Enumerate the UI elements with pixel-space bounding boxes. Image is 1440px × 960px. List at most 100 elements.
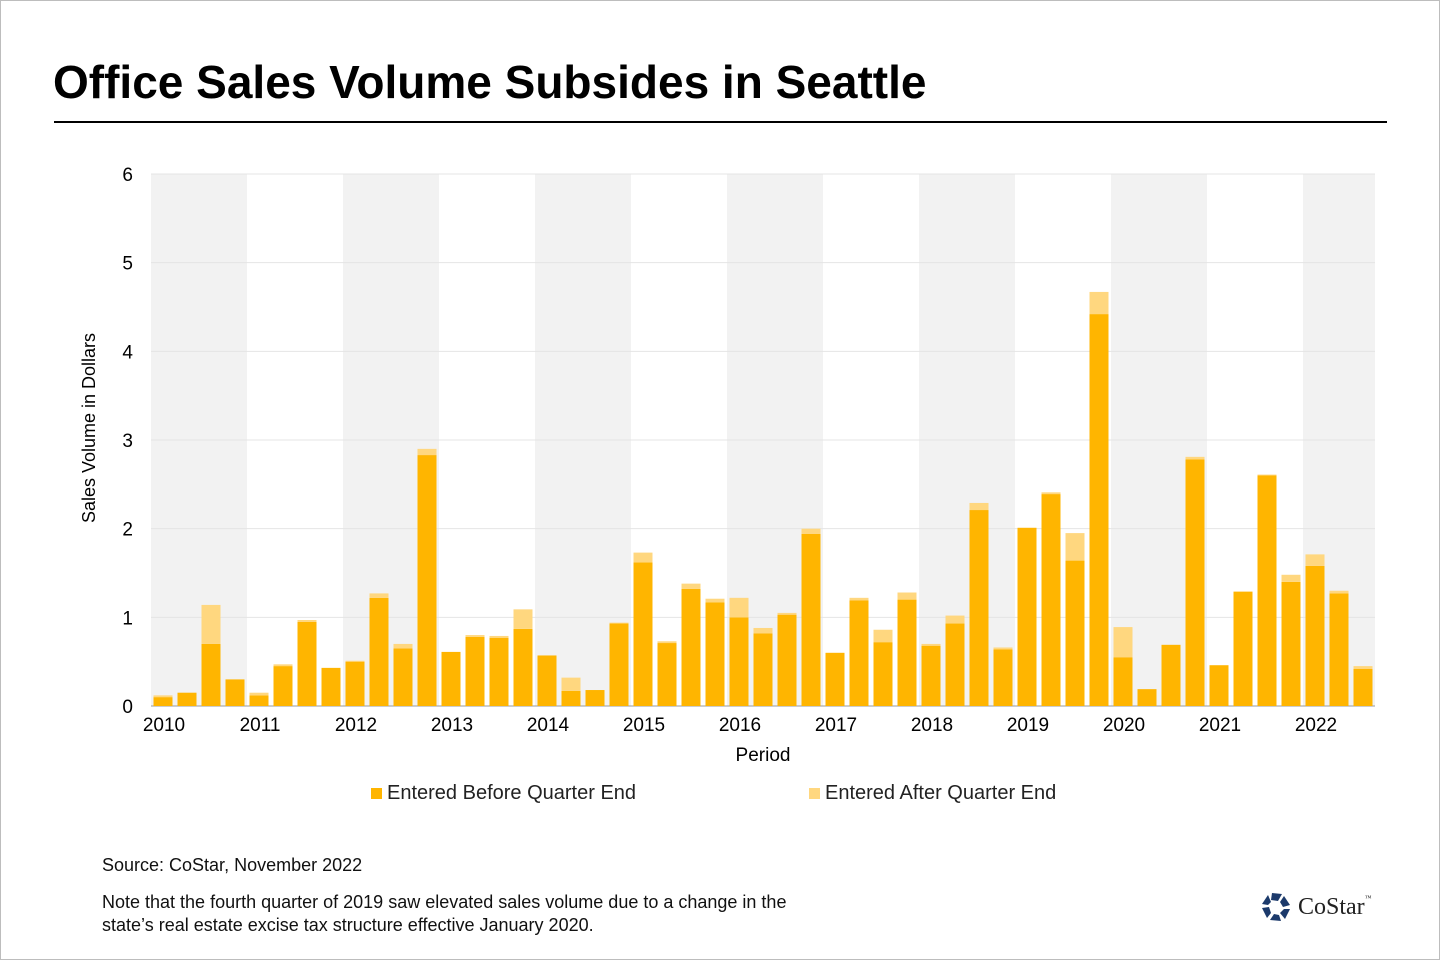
bar-before-quarter-end <box>1329 593 1349 706</box>
bar-after-quarter-end <box>609 622 629 624</box>
y-tick-label: 3 <box>122 431 133 452</box>
bar-before-quarter-end <box>513 628 533 706</box>
chart-title: Office Sales Volume Subsides in Seattle <box>53 56 927 108</box>
bar-before-quarter-end <box>585 690 605 706</box>
bar-before-quarter-end <box>633 562 653 706</box>
bar-before-quarter-end <box>609 623 629 706</box>
bar-before-quarter-end <box>1281 581 1301 706</box>
bar-before-quarter-end <box>153 697 173 706</box>
bar-after-quarter-end <box>849 597 869 601</box>
x-tick-label: 2011 <box>240 715 281 736</box>
bar-before-quarter-end <box>681 588 701 706</box>
bar-before-quarter-end <box>777 614 797 706</box>
bar-after-quarter-end <box>1065 533 1085 561</box>
bar-before-quarter-end <box>345 661 365 706</box>
bar-after-quarter-end <box>273 664 293 667</box>
bar-before-quarter-end <box>393 648 413 706</box>
logo-wordmark: CoStar <box>1298 893 1365 920</box>
bar-after-quarter-end <box>393 643 413 649</box>
bar-after-quarter-end <box>657 641 677 644</box>
bar-before-quarter-end <box>273 666 293 706</box>
bar-before-quarter-end <box>873 642 893 706</box>
bar-after-quarter-end <box>801 528 821 534</box>
x-tick-label: 2020 <box>1103 715 1145 736</box>
legend-item-before: Entered Before Quarter End <box>371 782 636 805</box>
bar-before-quarter-end <box>441 651 461 706</box>
bar-before-quarter-end <box>249 695 269 706</box>
bar-after-quarter-end <box>417 448 437 456</box>
y-tick-label: 4 <box>122 342 133 363</box>
bar-before-quarter-end <box>1209 665 1229 706</box>
bar-before-quarter-end <box>1353 668 1373 706</box>
x-tick-label: 2015 <box>623 715 665 736</box>
bar-before-quarter-end <box>753 633 773 706</box>
title-divider <box>54 121 1387 123</box>
bar-after-quarter-end <box>561 677 581 691</box>
bar-before-quarter-end <box>1233 591 1253 706</box>
bar-after-quarter-end <box>1185 456 1205 460</box>
legend-item-after: Entered After Quarter End <box>809 782 1056 805</box>
bar-after-quarter-end <box>729 597 749 618</box>
bar-before-quarter-end <box>537 655 557 706</box>
bar-after-quarter-end <box>201 604 221 644</box>
bar-before-quarter-end <box>993 649 1013 706</box>
bar-before-quarter-end <box>561 690 581 706</box>
x-tick-label: 2010 <box>143 715 185 736</box>
bar-after-quarter-end <box>1305 554 1325 566</box>
legend-swatch <box>809 788 820 799</box>
bar-before-quarter-end <box>1089 314 1109 706</box>
bar-after-quarter-end <box>777 612 797 615</box>
bar-before-quarter-end <box>705 602 725 706</box>
bar-before-quarter-end <box>969 510 989 706</box>
bar-after-quarter-end <box>897 592 917 600</box>
bar-after-quarter-end <box>873 629 893 643</box>
x-tick-label: 2021 <box>1199 715 1241 736</box>
bar-before-quarter-end <box>1041 494 1061 706</box>
bar-before-quarter-end <box>921 645 941 706</box>
bar-before-quarter-end <box>1161 644 1181 706</box>
bar-before-quarter-end <box>177 692 197 706</box>
bar-after-quarter-end <box>681 583 701 589</box>
logo-tm: ™ <box>1364 893 1372 902</box>
bar-after-quarter-end <box>1329 590 1349 594</box>
bar-after-quarter-end <box>153 695 173 698</box>
bar-before-quarter-end <box>1257 475 1277 706</box>
bar-before-quarter-end <box>1017 527 1037 706</box>
bar-before-quarter-end <box>489 637 509 706</box>
bar-before-quarter-end <box>225 679 245 706</box>
bar-after-quarter-end <box>489 635 509 638</box>
y-tick-label: 5 <box>122 254 133 275</box>
bar-after-quarter-end <box>1113 627 1133 658</box>
logo-text: CoStar™ <box>1298 894 1372 921</box>
note-text: Note that the fourth quarter of 2019 saw… <box>102 892 787 935</box>
source-text: Source: CoStar, November 2022 <box>102 855 363 875</box>
bar-before-quarter-end <box>1185 459 1205 706</box>
bar-after-quarter-end <box>297 619 317 622</box>
bar-before-quarter-end <box>1137 689 1157 706</box>
bar-after-quarter-end <box>633 552 653 563</box>
bar-before-quarter-end <box>1113 657 1133 706</box>
bar-before-quarter-end <box>729 617 749 706</box>
bar-before-quarter-end <box>1305 565 1325 706</box>
bar-before-quarter-end <box>465 636 485 706</box>
y-axis-label: Sales Volume in Dollars <box>79 333 99 523</box>
costar-star-icon <box>1262 893 1290 921</box>
bar-chart: 2010 2011 2012 2013 2014 2015 2016 2017 2018 2019… <box>79 165 1375 766</box>
bar-after-quarter-end <box>945 615 965 624</box>
x-tick-label: 2016 <box>719 715 761 736</box>
legend-swatch <box>371 788 382 799</box>
legend-label: Entered Before Quarter End <box>387 782 637 804</box>
x-tick-label: 2017 <box>815 715 857 736</box>
bar-after-quarter-end <box>993 647 1013 650</box>
bar-after-quarter-end <box>465 635 485 637</box>
bar-before-quarter-end <box>417 455 437 706</box>
bar-after-quarter-end <box>1041 492 1061 495</box>
bar-after-quarter-end <box>369 593 389 598</box>
x-axis-label: Period <box>736 745 791 766</box>
y-tick-label: 2 <box>122 520 133 541</box>
x-tick-label: 2012 <box>335 715 377 736</box>
bar-before-quarter-end <box>897 599 917 706</box>
x-tick-label: 2013 <box>431 715 473 736</box>
bar-after-quarter-end <box>1089 291 1109 315</box>
